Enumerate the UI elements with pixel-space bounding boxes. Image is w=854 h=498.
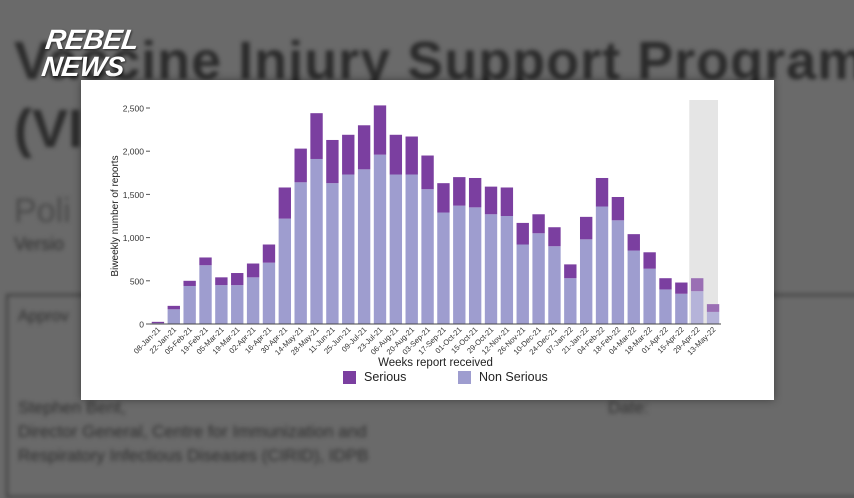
bar-serious [294,148,307,183]
bar-non-serious [706,311,720,324]
logo-line2: NEWS [39,51,127,82]
y-tick-label: 1,000 [123,233,145,243]
bar-serious [151,321,165,324]
bar-serious [357,125,371,170]
legend-serious-swatch [343,370,356,384]
bar-non-serious [199,265,212,324]
bar-serious [564,264,577,279]
bar-serious [405,136,418,175]
bar-serious [643,252,656,269]
bar-non-serious [453,205,466,324]
y-tick-label: 2,500 [123,104,145,114]
bar-non-serious [564,278,577,324]
bar-non-serious [310,158,323,324]
bar-serious [453,177,466,206]
bar-chart: 05001,0001,5002,0002,50008-Jan-2122-Jan-… [110,100,721,369]
bar-non-serious [246,277,260,324]
bar-serious [231,273,244,286]
bar-non-serious [262,262,276,324]
legend-non-serious-label: Non Serious [479,370,548,384]
bar-serious [706,304,720,312]
y-tick-label: 500 [130,276,144,286]
bar-serious [468,177,482,208]
bar-non-serious [373,154,387,324]
bar-serious [532,214,545,234]
background-signatory-title2: Respiratory Infectious Diseases (CIRID),… [18,446,369,465]
background-signatory-name: Stephen Bent, [18,398,126,417]
bar-serious [421,155,434,190]
bar-non-serious [167,309,180,324]
bar-non-serious [215,285,228,324]
background-signatory-title: Director General, Centre for Immunizatio… [18,422,367,441]
background-subtitle: Poli [14,192,71,230]
bar-non-serious [342,174,355,324]
bar-non-serious [659,289,672,324]
x-axis-title: Weeks report received [378,357,493,369]
bar-non-serious [278,218,292,324]
bar-non-serious [595,206,609,324]
legend-serious-label: Serious [364,370,407,384]
bar-serious [167,305,180,310]
background-approval-label: Approv [18,308,69,325]
legend-serious: Serious [343,370,406,384]
bar-serious [437,183,450,213]
bar-non-serious [468,207,482,324]
bar-serious [500,187,514,216]
bar-non-serious [500,216,514,324]
bar-non-serious [579,239,593,324]
bar-non-serious [183,285,196,324]
bar-non-serious [294,182,307,324]
bar-serious [183,280,196,286]
y-axis-title: Biweekly number of reports [110,155,121,276]
bar-serious [278,187,292,219]
bar-non-serious [532,233,545,324]
bar-non-serious [389,174,403,324]
bar-serious [342,134,355,175]
bar-serious [659,278,672,290]
bar-serious [516,222,529,245]
background-version: Versio [14,234,65,254]
bar-non-serious [405,174,418,324]
bar-serious [548,227,561,247]
bar-non-serious [357,169,371,324]
bar-serious [579,216,593,240]
bar-serious [215,277,228,286]
legend-non-serious-swatch [458,370,471,384]
bar-serious [611,196,625,221]
y-tick-label: 1,500 [123,190,145,200]
y-tick-label: 0 [139,320,144,330]
bar-non-serious [691,291,704,324]
bar-non-serious [643,268,656,324]
bar-serious [627,234,640,251]
background-title-line2: (VI [14,99,84,159]
bar-non-serious [516,244,529,324]
bar-serious [595,177,609,207]
bar-non-serious [611,220,625,324]
bar-non-serious [326,183,339,324]
bar-serious [675,282,688,294]
bar-non-serious [231,285,244,324]
bar-non-serious [437,212,450,324]
chart-card: 0 500 1,000 1,500 2,000 2,500 08-Jan-21 22-Jan-… [81,80,774,400]
rebel-news-logo: REBEL NEWS [39,24,141,82]
legend-non-serious: Non Serious [458,370,548,384]
bar-serious [262,244,276,263]
logo-line1: REBEL [43,24,141,55]
bar-serious [246,263,260,278]
bar-non-serious [548,246,561,324]
bar-serious [389,134,403,175]
bar-non-serious [484,214,498,324]
bar-serious [310,113,323,159]
bar-serious [199,257,212,266]
bar-non-serious [421,189,434,324]
bar-serious [484,186,498,215]
background-date-label: Date: [608,398,649,417]
bar-non-serious [627,250,640,324]
bar-serious [326,139,339,184]
bar-serious [691,278,704,292]
y-tick-label: 2,000 [123,147,145,157]
bar-non-serious [675,293,688,324]
bar-serious [373,105,387,155]
